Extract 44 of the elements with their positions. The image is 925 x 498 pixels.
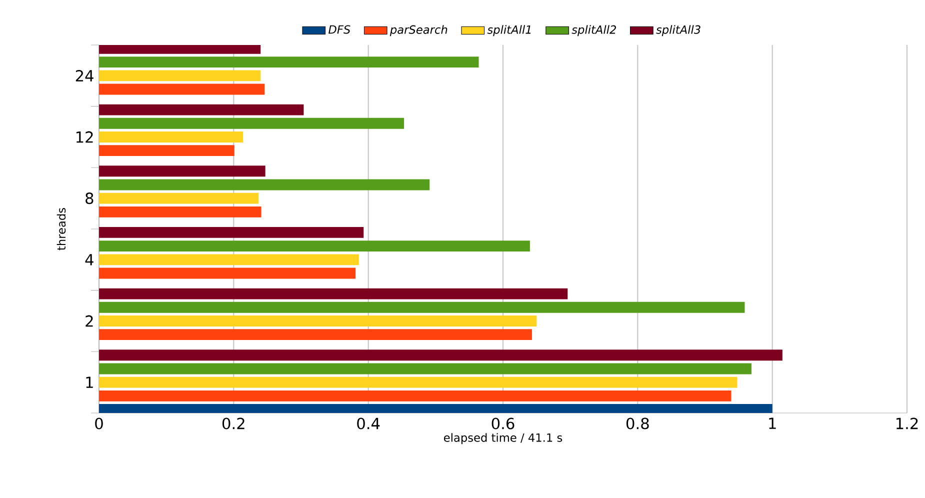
x-tick-label: 1.2 — [896, 418, 918, 430]
x-tick-label: 0.8 — [626, 418, 649, 430]
legend-label: parSearch — [390, 25, 448, 36]
bar — [99, 268, 356, 279]
bar — [99, 166, 266, 177]
y-tick-label: 12 — [76, 131, 93, 143]
y-tick-label: 1 — [86, 376, 93, 388]
bar — [99, 118, 404, 129]
x-axis-title: elapsed time / 41.1 s — [444, 433, 562, 444]
legend-label: splitAll1 — [487, 25, 531, 36]
x-tick-label: 0.2 — [222, 418, 244, 430]
bar — [99, 316, 537, 326]
bar — [99, 132, 244, 142]
x-tick-label: 0.6 — [492, 418, 514, 430]
y-axis-title: threads — [56, 208, 66, 250]
bar — [99, 192, 259, 204]
bar — [99, 363, 752, 374]
bar — [99, 390, 732, 402]
bar — [99, 254, 359, 266]
bar — [99, 104, 304, 116]
bar — [99, 179, 430, 190]
legend-label: splitAll2 — [572, 25, 616, 36]
bar — [99, 226, 364, 238]
bar — [99, 56, 479, 68]
bar — [99, 240, 530, 252]
bar — [99, 70, 261, 82]
bar — [99, 206, 262, 218]
bar — [99, 288, 568, 300]
bar — [99, 329, 532, 340]
x-tick-label: 0.4 — [357, 418, 380, 430]
x-tick-label: 0 — [95, 418, 103, 430]
bar — [99, 350, 782, 361]
legend-label: splitAll3 — [656, 25, 700, 36]
bar — [99, 376, 738, 388]
legend-label: DFS — [328, 25, 350, 34]
x-tick-label: 1 — [769, 418, 776, 429]
bar — [99, 404, 772, 413]
bar — [99, 84, 265, 95]
y-tick-label: 8 — [86, 192, 94, 204]
bar — [99, 302, 745, 313]
y-tick-label: 4 — [85, 254, 94, 266]
y-tick-label: 24 — [76, 70, 94, 82]
bar — [99, 145, 234, 156]
y-tick-label: 2 — [86, 315, 93, 327]
